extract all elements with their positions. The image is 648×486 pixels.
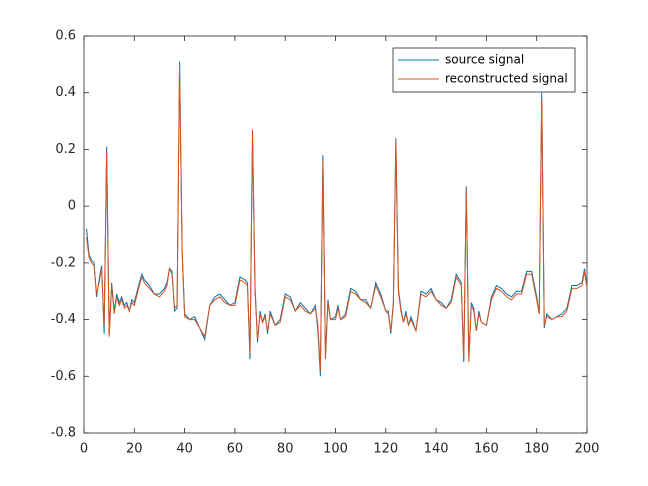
x-tick-label: 120 — [373, 442, 398, 457]
series-line — [86, 64, 588, 371]
x-tick-label: 180 — [524, 442, 549, 457]
y-tick-label: -0.2 — [51, 255, 76, 270]
x-tick-label: 100 — [323, 442, 348, 457]
y-tick-label: -0.6 — [51, 369, 76, 384]
x-tick-label: 40 — [176, 442, 193, 457]
x-tick-label: 200 — [575, 442, 600, 457]
y-tick-label: -0.4 — [51, 312, 76, 327]
legend-label: source signal — [445, 53, 524, 67]
y-tick-label: 0.6 — [55, 29, 76, 44]
x-tick-label: 60 — [227, 442, 244, 457]
y-tick-label: 0 — [68, 199, 76, 214]
x-tick-label: 80 — [277, 442, 294, 457]
x-tick-label: 140 — [424, 442, 449, 457]
x-tick-label: 20 — [126, 442, 143, 457]
y-tick-label: 0.2 — [55, 142, 76, 157]
y-tick-label: 0.4 — [55, 85, 76, 100]
x-tick-label: 0 — [80, 442, 88, 457]
plot-area — [83, 35, 588, 434]
y-tick-label: -0.8 — [51, 426, 76, 441]
legend-box — [392, 47, 576, 93]
x-tick-label: 160 — [474, 442, 499, 457]
legend: source signal reconstructed signal — [392, 47, 576, 93]
legend-label: reconstructed signal — [445, 72, 568, 86]
